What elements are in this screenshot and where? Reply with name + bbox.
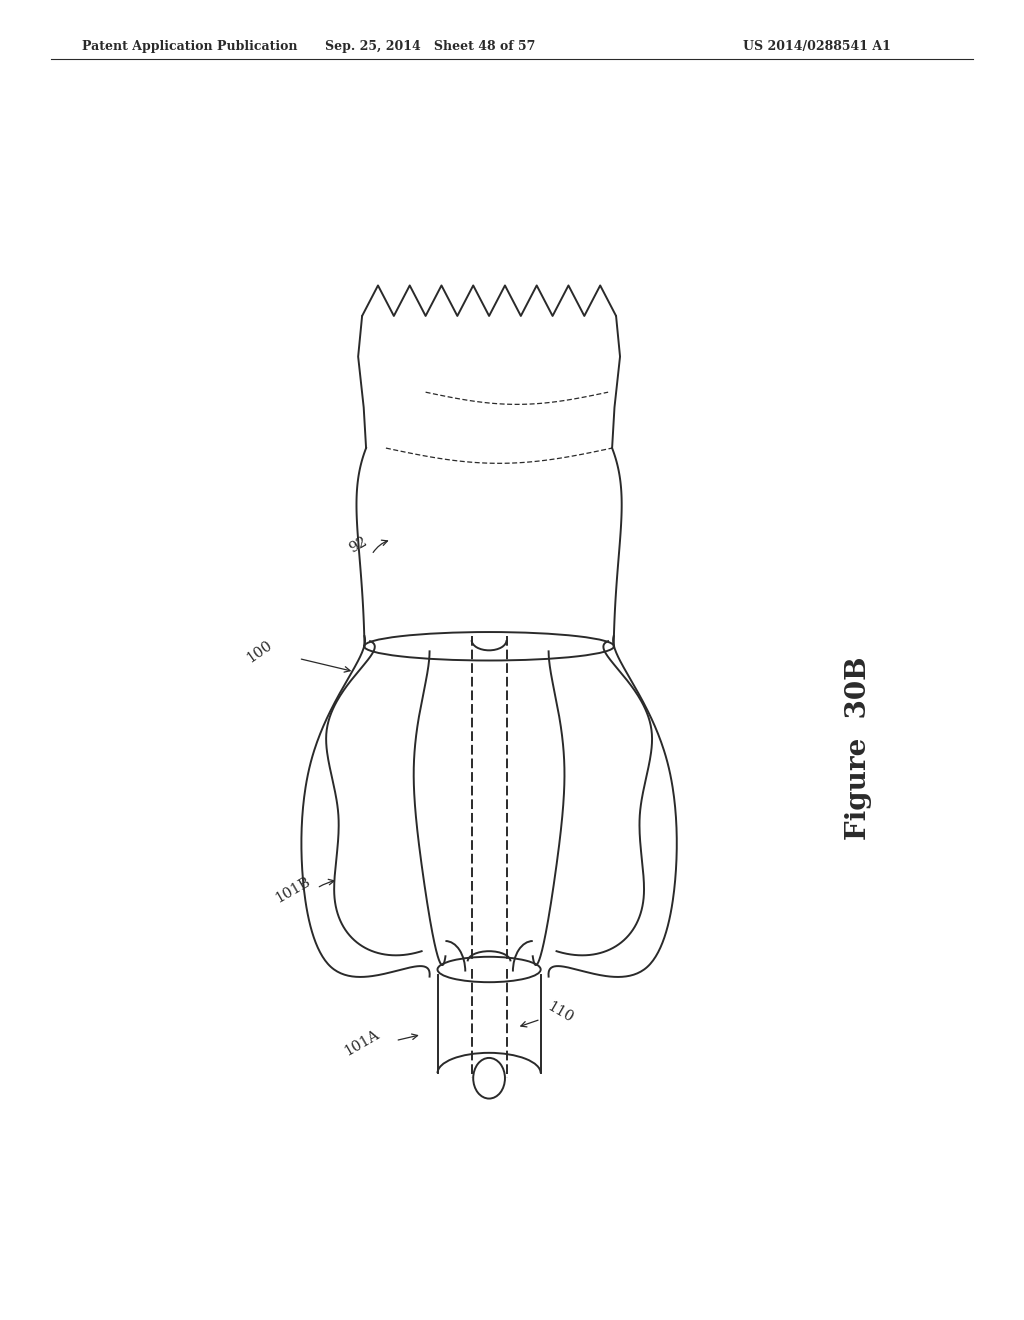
Text: 101A: 101A — [342, 1027, 382, 1059]
Text: US 2014/0288541 A1: US 2014/0288541 A1 — [743, 40, 891, 53]
Text: 110: 110 — [545, 999, 575, 1026]
Text: 100: 100 — [244, 638, 274, 665]
Text: Patent Application Publication: Patent Application Publication — [82, 40, 297, 53]
Text: Sep. 25, 2014   Sheet 48 of 57: Sep. 25, 2014 Sheet 48 of 57 — [325, 40, 536, 53]
Text: 101B: 101B — [273, 875, 313, 906]
Text: Figure  30B: Figure 30B — [845, 656, 871, 840]
Text: 92: 92 — [347, 535, 370, 556]
